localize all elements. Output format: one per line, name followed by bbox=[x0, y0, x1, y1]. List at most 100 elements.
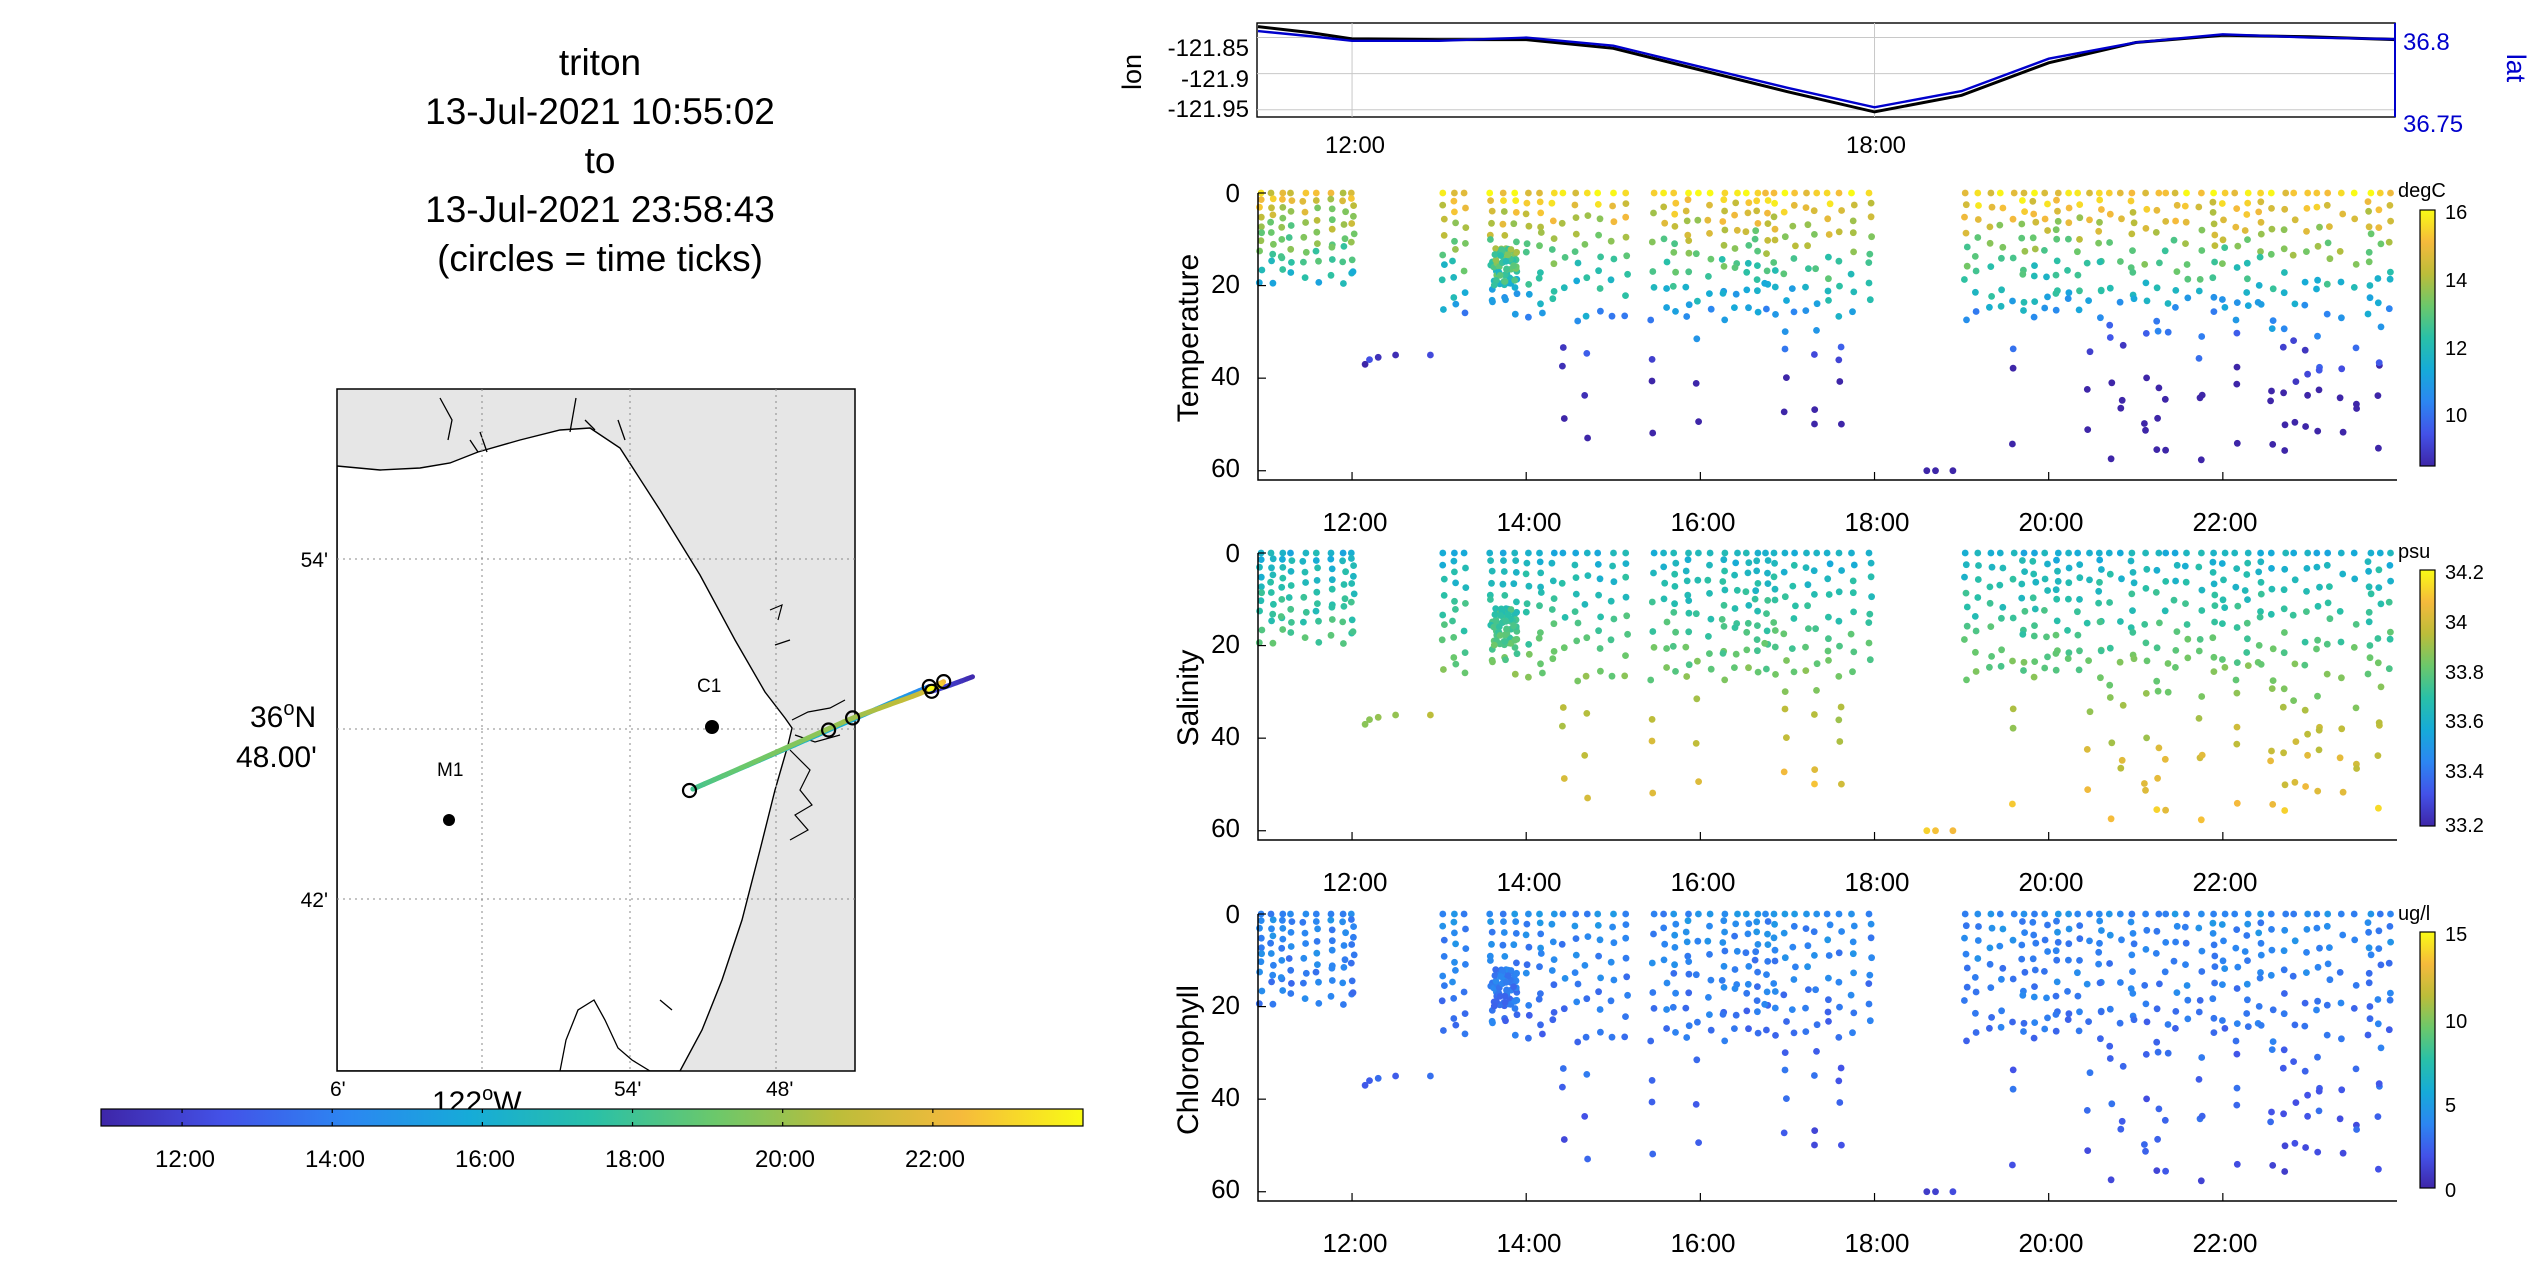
temperature-point-45 bbox=[1312, 189, 1320, 197]
salinity-point-302 bbox=[1764, 557, 1772, 564]
salinity-point-635 bbox=[2280, 649, 2288, 657]
salinity-point-273 bbox=[1732, 559, 1740, 567]
salinity-point-311 bbox=[1770, 549, 1778, 557]
salinity-point-290 bbox=[1754, 549, 1762, 557]
chlorophyll-point-274 bbox=[1731, 932, 1738, 940]
temperature-point-191 bbox=[1597, 253, 1604, 261]
temperature-point-658 bbox=[2313, 189, 2321, 197]
sal-x-tick-2000: 20:00 bbox=[2018, 867, 2083, 897]
salinity-point-670 bbox=[2323, 561, 2331, 569]
salinity-point-373 bbox=[1849, 589, 1857, 597]
salinity-point-379 bbox=[1867, 559, 1875, 567]
temperature-point-137 bbox=[1525, 189, 1532, 197]
chlorophyll-point-358 bbox=[1824, 1008, 1832, 1016]
chlorophyll-point-101 bbox=[1462, 945, 1470, 952]
chlorophyll-point-389 bbox=[1962, 950, 1970, 958]
salinity-point-41 bbox=[1300, 593, 1308, 601]
chl-x-tick-1600: 16:00 bbox=[1670, 1228, 1735, 1258]
salinity-point-567 bbox=[2198, 693, 2206, 700]
temperature-point-483 bbox=[2084, 426, 2092, 433]
salinity-point-455 bbox=[2052, 586, 2060, 594]
temperature-point-432 bbox=[2020, 307, 2027, 314]
temperature-point-108 bbox=[1488, 207, 1496, 215]
chlorophyll-point-523 bbox=[2141, 982, 2149, 989]
temperature-colorbar bbox=[2419, 209, 2436, 467]
temperature-point-537 bbox=[2155, 384, 2163, 392]
temperature-point-37 bbox=[1302, 189, 1310, 197]
chlorophyll-point-587 bbox=[2219, 981, 2226, 988]
salinity-point-117 bbox=[1499, 549, 1507, 557]
chlorophyll-point-138 bbox=[1523, 920, 1531, 928]
salinity-point-336 bbox=[1803, 549, 1810, 557]
chlorophyll-point-445 bbox=[2041, 936, 2049, 944]
salinity-point-90 bbox=[1450, 557, 1458, 565]
temperature-point-240 bbox=[1685, 237, 1693, 245]
chlorophyll-point-302 bbox=[1764, 918, 1772, 925]
chlorophyll-point-234 bbox=[1672, 1029, 1679, 1036]
temperature-point-340 bbox=[1805, 265, 1812, 272]
temperature-point-650 bbox=[2303, 228, 2310, 235]
salinity-point-253 bbox=[1706, 549, 1714, 557]
chlorophyll-point-548 bbox=[2173, 922, 2181, 930]
temperature-point-17 bbox=[1269, 250, 1277, 258]
chlorophyll-point-432 bbox=[2020, 1028, 2027, 1035]
salinity-point-593 bbox=[2234, 602, 2242, 610]
salinity-point-241 bbox=[1685, 609, 1693, 617]
chlorophyll-point-161 bbox=[1550, 981, 1558, 989]
chlorophyll-point-420 bbox=[2009, 1066, 2017, 1074]
temperature-point-580 bbox=[2210, 293, 2218, 301]
temperature-point-279 bbox=[1732, 290, 1740, 298]
chlorophyll-point-378 bbox=[1865, 910, 1873, 918]
chlorophyll-point-686 bbox=[2352, 982, 2360, 989]
temperature-point-669 bbox=[2324, 189, 2332, 197]
temperature-point-203 bbox=[1622, 200, 1630, 208]
chlorophyll-point-651 bbox=[2303, 969, 2310, 976]
chlorophyll-point-601 bbox=[2244, 910, 2252, 918]
chlorophyll-point-660 bbox=[2316, 944, 2323, 952]
temperature-point-686 bbox=[2352, 261, 2360, 268]
salinity-point-5 bbox=[1258, 589, 1265, 597]
chlorophyll-point-436 bbox=[2032, 939, 2040, 947]
temperature-point-389 bbox=[1962, 229, 1970, 237]
temperature-point-753 bbox=[1492, 256, 1500, 264]
chlorophyll-point-307 bbox=[1763, 988, 1771, 996]
temperature-point-209 bbox=[1621, 312, 1629, 320]
chlorophyll-point-514 bbox=[2128, 951, 2136, 959]
chlorophyll-point-300 bbox=[1754, 1029, 1762, 1037]
salinity-point-441 bbox=[2031, 658, 2039, 665]
chlorophyll-point-529 bbox=[2142, 1147, 2149, 1155]
temperature-point-694 bbox=[2365, 223, 2373, 231]
temperature-point-134 bbox=[1511, 284, 1519, 291]
salinity-point-176 bbox=[1574, 619, 1582, 627]
chlorophyll-point-591 bbox=[2233, 926, 2241, 933]
temperature-point-404 bbox=[1986, 223, 1994, 231]
salinity-point-386 bbox=[1961, 549, 1969, 557]
temperature-point-200 bbox=[1607, 276, 1615, 284]
temperature-point-63 bbox=[1339, 189, 1347, 197]
chlorophyll-point-491 bbox=[2096, 979, 2104, 987]
salinity-point-509 bbox=[2117, 764, 2125, 772]
chlorophyll-point-118 bbox=[1500, 918, 1507, 925]
salinity-point-141 bbox=[1523, 600, 1531, 608]
temperature-point-334 bbox=[1788, 285, 1796, 292]
temperature-point-11 bbox=[1269, 195, 1277, 203]
chlorophyll-point-236 bbox=[1684, 917, 1692, 925]
temperature-point-271 bbox=[1721, 316, 1729, 324]
chlorophyll-point-137 bbox=[1525, 910, 1532, 918]
salinity-point-170 bbox=[1560, 775, 1568, 782]
chlorophyll-point-593 bbox=[2234, 963, 2242, 971]
salinity-point-638 bbox=[2280, 749, 2288, 757]
salinity-point-627 bbox=[2268, 747, 2275, 755]
chlorophyll-point-576 bbox=[2211, 952, 2219, 960]
temperature-point-416 bbox=[2010, 189, 2018, 197]
salinity-point-710 bbox=[2374, 752, 2382, 759]
temperature-point-524 bbox=[2142, 279, 2150, 287]
temperature-point-14 bbox=[1267, 218, 1274, 226]
temperature-point-144 bbox=[1525, 290, 1533, 298]
salinity-point-166 bbox=[1561, 614, 1569, 621]
chlorophyll-point-5 bbox=[1258, 950, 1265, 958]
chlorophyll-point-480 bbox=[2085, 1018, 2093, 1025]
salinity-point-97 bbox=[1452, 660, 1460, 668]
salinity-point-775 bbox=[1496, 632, 1504, 639]
chlorophyll-point-64 bbox=[1339, 918, 1346, 926]
